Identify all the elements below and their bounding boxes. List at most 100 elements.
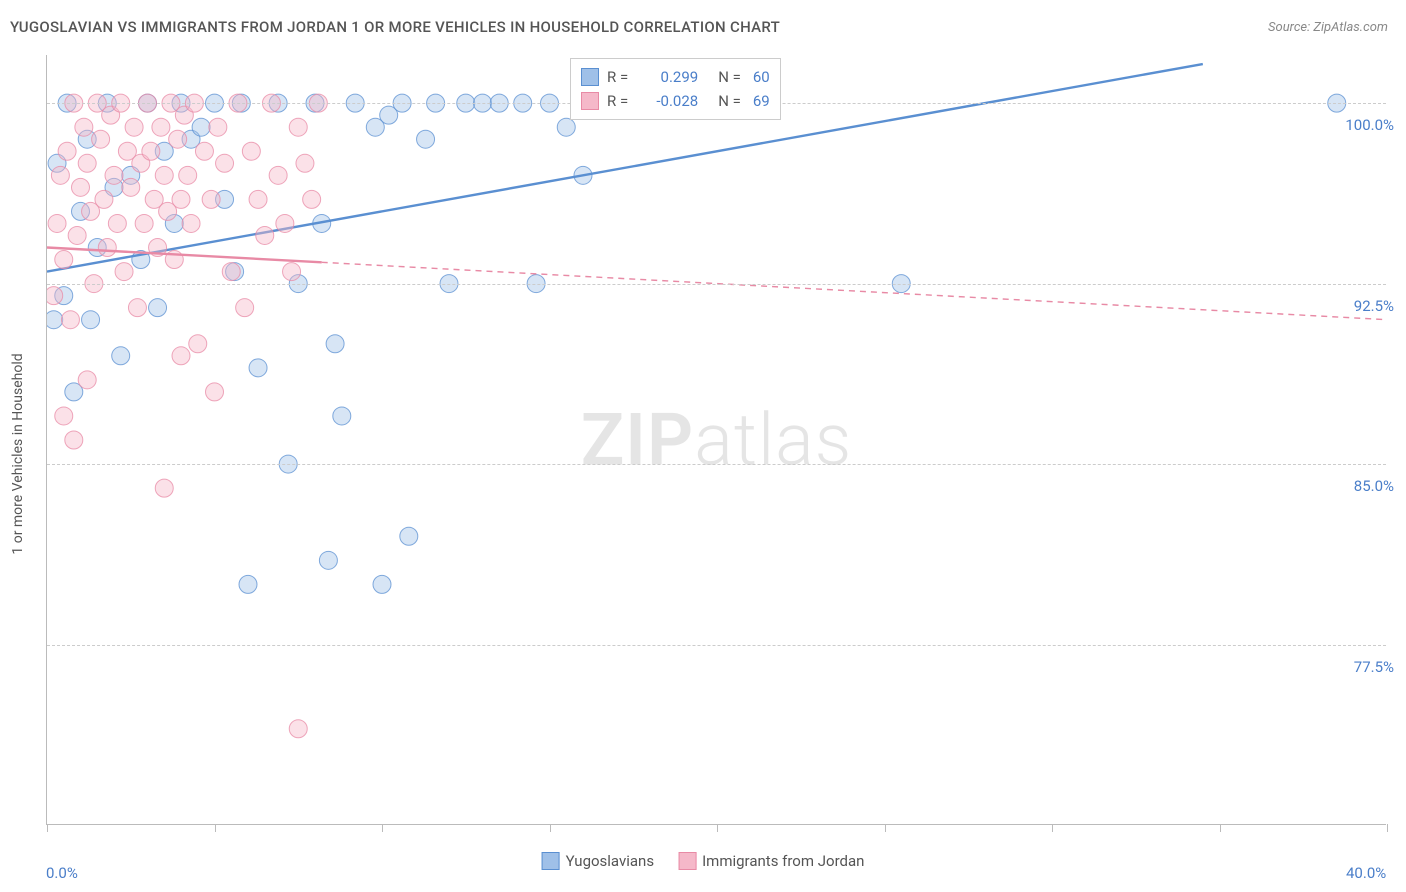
x-tick — [215, 824, 216, 832]
data-point — [319, 551, 337, 569]
bottom-legend-item: Yugoslavians — [542, 852, 655, 870]
series-legend: Yugoslavians Immigrants from Jordan — [542, 852, 865, 870]
x-tick — [1387, 824, 1388, 832]
data-point — [333, 407, 351, 425]
data-point — [172, 347, 190, 365]
legend-swatch — [678, 852, 696, 870]
x-tick — [382, 824, 383, 832]
data-point — [417, 130, 435, 148]
data-point — [125, 118, 143, 136]
legend-row: R =-0.028N =69 — [581, 89, 770, 113]
data-point — [155, 166, 173, 184]
data-point — [51, 166, 69, 184]
x-tick — [717, 824, 718, 832]
y-tick-label: 77.5% — [1354, 658, 1394, 676]
gridline — [47, 284, 1386, 285]
data-point — [192, 118, 210, 136]
data-point — [155, 479, 173, 497]
data-point — [122, 178, 140, 196]
data-point — [276, 214, 294, 232]
data-point — [195, 142, 213, 160]
x-tick — [1052, 824, 1053, 832]
data-point — [95, 190, 113, 208]
data-point — [169, 130, 187, 148]
data-point — [108, 214, 126, 232]
legend-n-value: 69 — [753, 89, 770, 113]
data-point — [202, 190, 220, 208]
y-tick-label: 92.5% — [1354, 297, 1394, 315]
data-point — [206, 383, 224, 401]
data-point — [72, 178, 90, 196]
x-tick — [885, 824, 886, 832]
y-tick-label: 100.0% — [1345, 116, 1394, 134]
data-point — [55, 251, 73, 269]
data-point — [326, 335, 344, 353]
y-tick-label: 85.0% — [1354, 477, 1394, 495]
legend-r-label: R = — [607, 89, 628, 113]
correlation-legend: R =0.299N =60R =-0.028N =69 — [570, 58, 781, 120]
legend-swatch — [542, 852, 560, 870]
data-point — [557, 118, 575, 136]
x-tick — [1220, 824, 1221, 832]
legend-r-label: R = — [607, 65, 628, 89]
data-point — [182, 214, 200, 232]
chart-container: YUGOSLAVIAN VS IMMIGRANTS FROM JORDAN 1 … — [0, 0, 1406, 892]
data-point — [47, 311, 63, 329]
data-point — [283, 263, 301, 281]
data-point — [92, 130, 110, 148]
data-point — [55, 407, 73, 425]
data-point — [256, 226, 274, 244]
data-point — [135, 214, 153, 232]
legend-swatch — [581, 92, 599, 110]
data-point — [209, 118, 227, 136]
gridline — [47, 464, 1386, 465]
trend-line-solid — [47, 248, 322, 263]
data-point — [303, 190, 321, 208]
data-point — [65, 431, 83, 449]
data-point — [222, 263, 240, 281]
legend-swatch — [581, 68, 599, 86]
x-tick-label: 40.0% — [1346, 864, 1386, 882]
data-point — [249, 190, 267, 208]
legend-row: R =0.299N =60 — [581, 65, 770, 89]
data-point — [236, 299, 254, 317]
source-label: Source: ZipAtlas.com — [1268, 20, 1388, 35]
data-point — [58, 142, 76, 160]
data-point — [82, 311, 100, 329]
x-tick-label: 0.0% — [46, 864, 78, 882]
data-point — [289, 720, 307, 738]
data-point — [78, 371, 96, 389]
data-point — [400, 527, 418, 545]
data-point — [105, 166, 123, 184]
x-tick — [47, 824, 48, 832]
y-axis-label: 1 or more Vehicles in Household — [10, 353, 26, 554]
data-point — [269, 166, 287, 184]
data-point — [179, 166, 197, 184]
data-point — [61, 311, 79, 329]
trend-line-dashed — [322, 262, 1387, 319]
data-point — [239, 575, 257, 593]
data-point — [75, 118, 93, 136]
data-point — [189, 335, 207, 353]
chart-title: YUGOSLAVIAN VS IMMIGRANTS FROM JORDAN 1 … — [10, 18, 780, 36]
data-point — [98, 239, 116, 257]
data-point — [242, 142, 260, 160]
data-point — [115, 263, 133, 281]
bottom-legend-label: Immigrants from Jordan — [702, 852, 864, 870]
bottom-legend-item: Immigrants from Jordan — [678, 852, 864, 870]
legend-n-label: N = — [718, 89, 741, 113]
legend-n-value: 60 — [753, 65, 770, 89]
data-point — [112, 347, 130, 365]
data-point — [373, 575, 391, 593]
plot-area: ZIPatlas — [46, 55, 1386, 825]
data-point — [216, 154, 234, 172]
data-point — [149, 299, 167, 317]
data-point — [48, 214, 66, 232]
legend-n-label: N = — [718, 65, 741, 89]
data-point — [47, 287, 63, 305]
data-point — [249, 359, 267, 377]
data-point — [152, 118, 170, 136]
data-point — [128, 299, 146, 317]
plot-svg — [47, 55, 1387, 825]
data-point — [142, 142, 160, 160]
